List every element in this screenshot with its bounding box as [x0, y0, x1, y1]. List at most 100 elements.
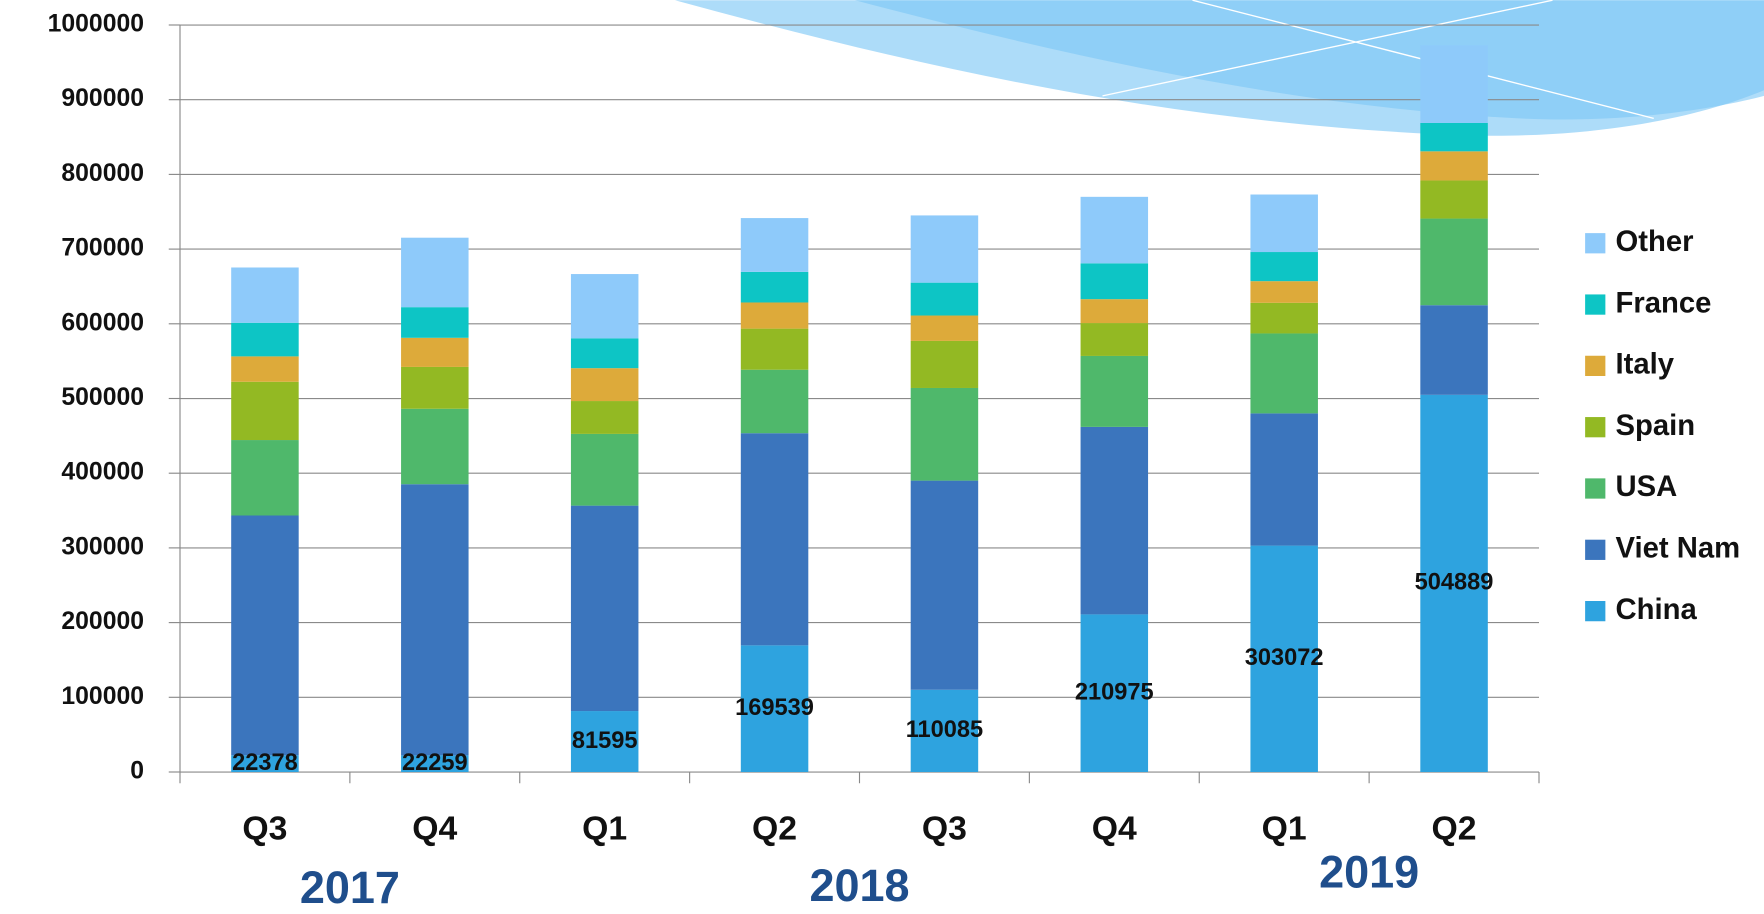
bar-segment — [231, 267, 299, 323]
bar-segment — [1080, 614, 1149, 772]
bar-segment — [1250, 545, 1318, 772]
x-tick-label: Q1 — [1262, 809, 1307, 847]
bar-segment — [570, 711, 639, 772]
legend-label: France — [1616, 287, 1712, 319]
bar-segment — [231, 755, 299, 772]
legend-swatch — [1585, 539, 1606, 560]
bar-segment — [1080, 426, 1149, 615]
bar-segment — [740, 302, 809, 329]
legend-label: Italy — [1616, 349, 1675, 381]
bar-segment — [910, 689, 979, 772]
y-tick-label: 800000 — [61, 160, 144, 187]
x-tick-label: Q2 — [1432, 809, 1477, 847]
data-label: 22259 — [402, 750, 468, 776]
bar-segment — [1250, 302, 1318, 334]
bar-segment — [1250, 333, 1318, 414]
bar-segment — [570, 338, 639, 369]
y-tick-label: 300000 — [61, 533, 144, 560]
x-tick-label: Q4 — [412, 809, 457, 847]
y-tick-label: 0 — [130, 758, 144, 785]
legend-swatch — [1585, 417, 1606, 438]
y-tick-label: 400000 — [61, 459, 144, 486]
legend-swatch — [1585, 355, 1606, 376]
year-label: 2019 — [1319, 846, 1419, 897]
bar-segment — [231, 356, 299, 382]
bar-segment — [401, 755, 469, 772]
bar-segment — [231, 381, 299, 441]
bar-segment — [401, 408, 469, 485]
y-tick-label: 600000 — [61, 309, 144, 336]
bar-segment — [910, 480, 979, 690]
legend-swatch — [1585, 233, 1606, 254]
bar-segment — [570, 368, 639, 402]
bar-segment — [910, 315, 979, 341]
bar-segment — [1420, 45, 1488, 123]
y-tick-label: 1000000 — [48, 11, 144, 38]
bar-segment — [570, 401, 639, 434]
bar-segment — [740, 218, 809, 272]
y-tick-label: 200000 — [61, 608, 144, 635]
y-tick-label: 700000 — [61, 235, 144, 262]
legend-label: USA — [1616, 471, 1678, 503]
bar-segment — [910, 387, 979, 481]
year-label: 2018 — [809, 860, 909, 911]
bar-segment — [570, 505, 639, 712]
legend-swatch — [1585, 294, 1606, 315]
legend-swatch — [1585, 601, 1606, 622]
bar-segment — [910, 215, 979, 283]
bar-segment — [740, 271, 809, 303]
x-tick-label: Q3 — [242, 809, 287, 847]
legend-label: Other — [1616, 226, 1694, 258]
bar-segment — [401, 237, 469, 308]
bar-segment — [910, 282, 979, 316]
legend-label: China — [1616, 594, 1698, 626]
bar-segment — [1420, 394, 1488, 772]
bar-segment — [1080, 196, 1149, 264]
bar-segment — [1250, 281, 1318, 303]
y-tick-label: 100000 — [61, 683, 144, 710]
data-label: 81595 — [572, 728, 638, 754]
y-tick-label: 500000 — [61, 384, 144, 411]
data-label: 110085 — [906, 717, 983, 743]
bar-segment — [1080, 323, 1149, 356]
bar-segment — [231, 322, 299, 357]
bar-segment — [231, 440, 299, 516]
bar-segment — [401, 307, 469, 338]
data-label: 22378 — [232, 750, 298, 776]
year-label: 2017 — [300, 862, 400, 913]
y-tick-label: 900000 — [61, 85, 144, 112]
bar-segment — [401, 366, 469, 409]
bar-segment — [1250, 194, 1318, 253]
legend-swatch — [1585, 478, 1606, 499]
bar-segment — [570, 433, 639, 506]
bar-segment — [401, 484, 469, 756]
bar-segment — [1420, 218, 1488, 306]
bar-segment — [1250, 413, 1318, 546]
bar-segment — [1080, 299, 1149, 324]
bar-segment — [401, 337, 469, 367]
bar-segment — [740, 328, 809, 370]
bar-segment — [740, 369, 809, 434]
bar-segment — [740, 645, 809, 772]
bar-segment — [231, 515, 299, 756]
bar-segment — [1250, 252, 1318, 282]
x-tick-label: Q2 — [752, 809, 797, 847]
bar-segment — [1080, 263, 1149, 300]
data-label: 504889 — [1415, 570, 1494, 596]
legend-label: Spain — [1616, 410, 1696, 442]
bar-segment — [1080, 355, 1149, 427]
legend-label: Viet Nam — [1616, 533, 1741, 565]
data-label: 210975 — [1075, 679, 1154, 705]
data-label: 169539 — [735, 695, 814, 721]
decorative-wave — [675, 0, 1764, 136]
data-label: 303072 — [1245, 645, 1324, 671]
bar-segment — [570, 274, 639, 339]
bar-segment — [1420, 305, 1488, 395]
bar-segment — [910, 340, 979, 388]
x-tick-label: Q4 — [1092, 809, 1137, 847]
x-tick-label: Q3 — [922, 809, 967, 847]
bar-segment — [1420, 180, 1488, 219]
bar-segment — [1420, 151, 1488, 181]
